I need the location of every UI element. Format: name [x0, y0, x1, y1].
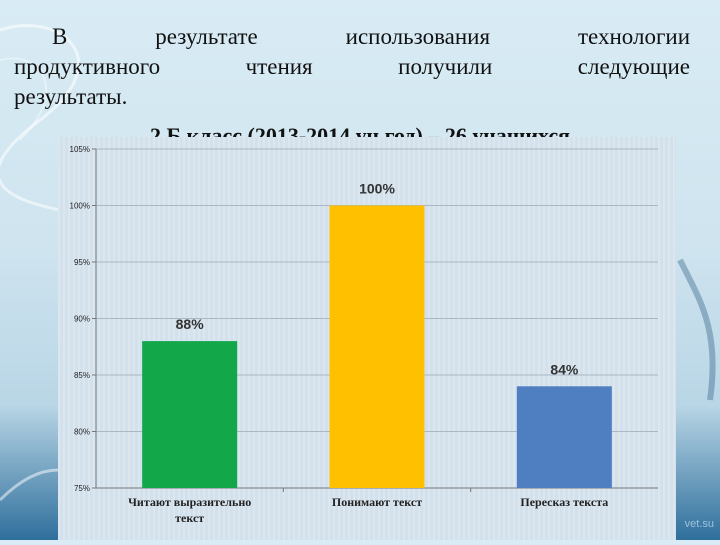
bar-chart: 75% 80% 85% 90% 95% 100% 105% 88% 100% 84% Читают …: [70, 145, 658, 525]
footer-watermark: vet.su: [684, 518, 714, 530]
y-tick-label: 95%: [74, 258, 90, 267]
y-tick-label: 105%: [70, 145, 90, 154]
data-label: 100%: [359, 181, 395, 197]
y-tick-label: 90%: [74, 315, 90, 324]
bar: [516, 386, 612, 488]
y-tick-label: 80%: [74, 428, 90, 437]
data-label: 84%: [550, 361, 579, 377]
y-tick-label: 100%: [70, 202, 90, 211]
chart-area: 75% 80% 85% 90% 95% 100% 105% 88% 100% 84% Читают …: [58, 137, 676, 540]
slide-text: В результате использования технологии пр…: [14, 22, 690, 112]
y-tick-label: 85%: [74, 371, 90, 380]
y-tick-label: 75%: [74, 484, 90, 493]
slide-text-line-1: В результате использования технологии: [52, 24, 690, 49]
slide-text-line-3: результаты.: [14, 84, 128, 109]
bar: [329, 205, 425, 488]
category-label: Читают выразительно текст: [128, 495, 251, 525]
bar: [142, 341, 238, 488]
slide-text-line-2: продуктивного чтения получили следующие: [14, 54, 690, 79]
category-label: Пересказ текста: [520, 495, 608, 509]
category-label: Понимают текст: [332, 495, 422, 509]
data-label: 88%: [176, 316, 205, 332]
